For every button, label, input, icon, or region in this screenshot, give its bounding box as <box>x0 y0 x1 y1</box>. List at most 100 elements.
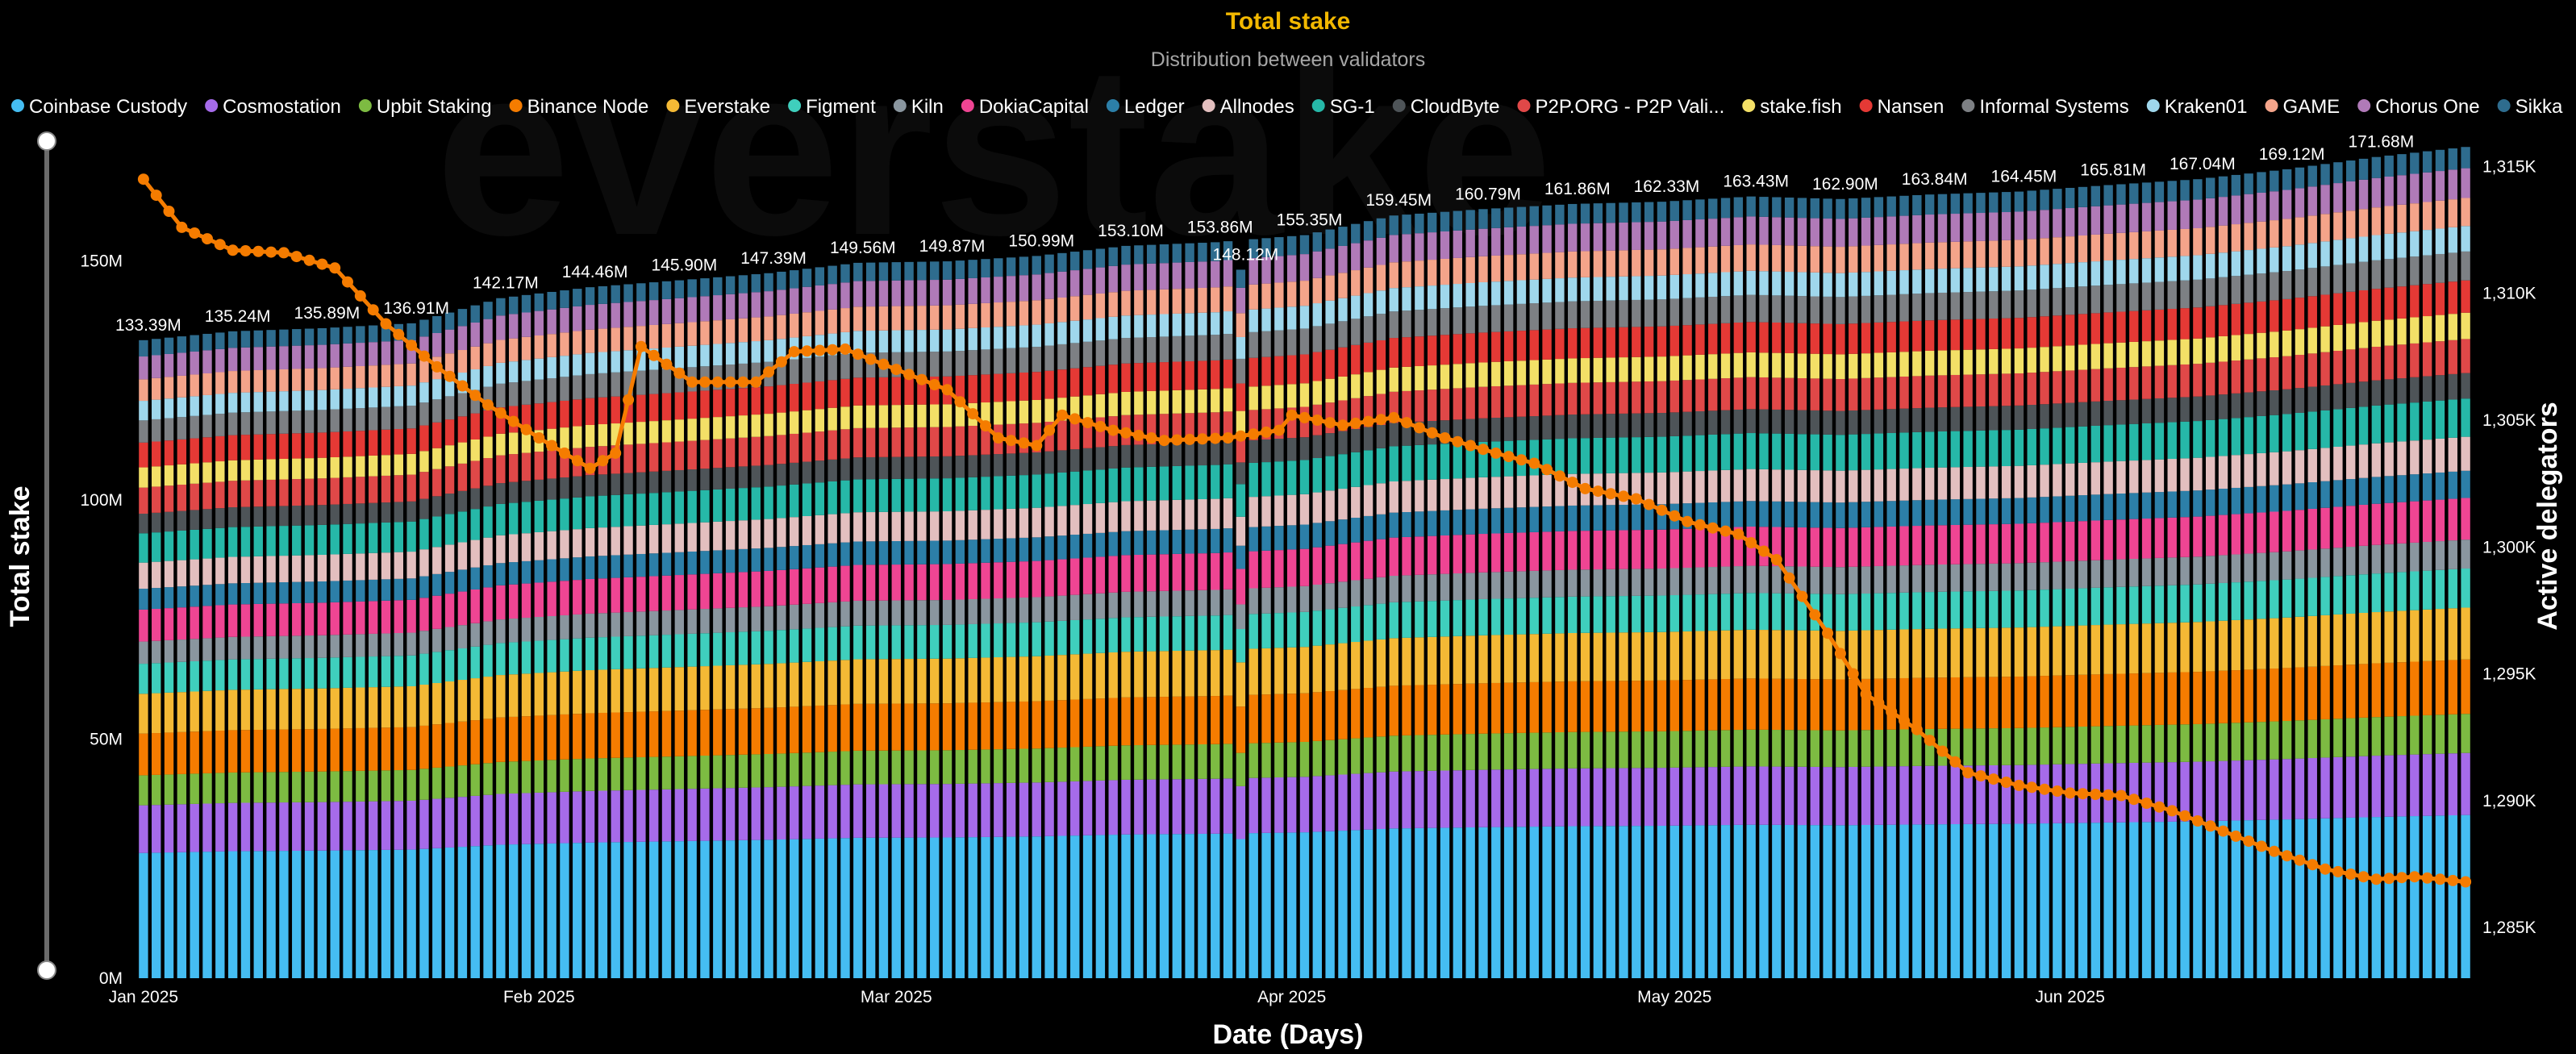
bar-segment-game <box>2307 215 2317 244</box>
bar-segment-informal-systems <box>1784 295 1794 323</box>
bar-segment-cloudbyte <box>1274 439 1284 462</box>
bar-segment-p2p-org-p2p-vali- <box>2014 373 2024 406</box>
bar-segment-coinbase-custody <box>2295 819 2305 978</box>
bar-segment-nansen <box>470 413 480 440</box>
bar-segment-binance-node <box>713 709 723 756</box>
bar-segment-cosmostation <box>1963 765 1973 824</box>
bar-segment-cosmostation <box>1874 766 1884 825</box>
bar-segment-kiln <box>1619 569 1628 597</box>
bar-segment-dokiacapital <box>457 591 468 626</box>
active-delegators-point <box>890 364 902 376</box>
bar-segment-informal-systems <box>1236 358 1246 384</box>
bar-segment-p2p-org-p2p-vali- <box>1402 390 1411 423</box>
bar-segment-kiln <box>827 602 837 627</box>
bar-segment-kiln <box>368 633 378 657</box>
bar-segment-nansen <box>2320 294 2330 327</box>
bar-segment-upbit-staking <box>343 771 352 802</box>
bar-segment-stake-fish <box>1019 400 1029 424</box>
bar-segment-cloudbyte <box>1465 419 1475 443</box>
bar-segment-game <box>1006 302 1016 327</box>
bar-segment-sg-1 <box>227 527 238 557</box>
bar-segment-sg-1 <box>1032 474 1041 508</box>
bar-segment-nansen <box>2371 289 2382 321</box>
range-slider-bottom-handle[interactable] <box>37 960 56 980</box>
bar-segment-game <box>1555 252 1565 279</box>
bar-segment-nansen <box>2206 306 2215 338</box>
bar-segment-informal-systems <box>2154 281 2165 310</box>
bar-segment-binance-node <box>1440 684 1450 735</box>
bar-segment-upbit-staking <box>1695 730 1705 768</box>
bar-segment-kiln <box>1057 595 1067 621</box>
bar-segment-informal-systems <box>865 352 876 378</box>
bar-segment-upbit-staking <box>521 760 531 794</box>
bar-segment-cosmostation <box>1019 782 1029 837</box>
bar-segment-dokiacapital <box>1172 553 1182 591</box>
active-delegators-point <box>1248 428 1260 440</box>
bar-segment-kraken01 <box>1963 268 1973 293</box>
bar-segment-p2p-org-p2p-vali- <box>725 438 736 468</box>
bar-segment-coinbase-custody <box>1593 826 1603 978</box>
bar-segment-ledger <box>1236 545 1246 569</box>
bar-segment-figment <box>2384 573 2394 612</box>
bar-segment-kiln <box>1989 563 1999 591</box>
bar-segment-allnodes <box>1772 469 1782 502</box>
bar-segment-upbit-staking <box>573 759 582 792</box>
bar-segment-chorus-one <box>1924 215 1935 243</box>
bar-segment-sikka <box>1223 241 1233 260</box>
bar-segment-sikka <box>1759 197 1769 217</box>
active-delegators-point <box>240 245 252 256</box>
bar-segment-everstake <box>930 658 940 704</box>
bar-segment-informal-systems <box>2320 266 2330 295</box>
range-slider[interactable] <box>37 131 56 980</box>
bar-segment-stake-fish <box>636 422 646 444</box>
bar-segment-kiln <box>1274 587 1284 614</box>
bar-segment-p2p-org-p2p-vali- <box>1937 375 1948 408</box>
bar-segment-sg-1 <box>1606 437 1615 473</box>
bar-segment-sikka <box>1261 238 1271 257</box>
bar-segment-p2p-org-p2p-vali- <box>1185 413 1194 444</box>
bar-segment-cosmostation <box>356 801 365 851</box>
bar-segment-nansen <box>1299 354 1310 384</box>
bar-segment-nansen <box>1146 362 1157 391</box>
bar-segment-sg-1 <box>2435 400 2445 439</box>
bar-segment-cosmostation <box>1912 765 1922 825</box>
bar-segment-kraken01 <box>1070 320 1080 344</box>
bar-segment-sikka <box>1044 254 1054 273</box>
bar-segment-sg-1 <box>2065 427 2075 464</box>
active-delegators-point <box>2013 779 2025 791</box>
bar-segment-stake-fish <box>547 428 556 451</box>
bar-segment-stake-fish <box>1657 356 1667 381</box>
bar-segment-game <box>1095 293 1106 319</box>
bar-segment-game <box>2027 239 2036 266</box>
bar-segment-allnodes <box>2333 446 2343 481</box>
bar-segment-game <box>1529 253 1539 280</box>
active-delegators-point <box>2051 785 2063 797</box>
bar-segment-cosmostation <box>292 802 302 851</box>
bar-segment-stake-fish <box>1516 360 1527 385</box>
bar-segment-ledger <box>1695 502 1705 529</box>
bar-segment-cosmostation <box>177 804 187 852</box>
bar-segment-sikka <box>190 335 199 352</box>
active-delegators-point <box>1286 409 1298 421</box>
bar-segment-coinbase-custody <box>2461 814 2470 978</box>
bar-segment-ledger <box>2129 493 2139 519</box>
bar-segment-coinbase-custody <box>2231 820 2241 978</box>
bar-segment-p2p-org-p2p-vali- <box>1759 377 1769 410</box>
bar-segment-figment <box>1006 623 1016 657</box>
bar-segment-everstake <box>1389 638 1398 686</box>
bar-segment-everstake <box>470 678 480 721</box>
bar-segment-kiln <box>1172 590 1182 617</box>
range-slider-top-handle[interactable] <box>37 131 56 151</box>
bar-segment-sg-1 <box>2078 426 2088 463</box>
bar-segment-game <box>343 366 352 390</box>
bar-segment-nansen <box>1861 323 1871 354</box>
bar-segment-figment <box>2078 588 2088 626</box>
bar-segment-upbit-staking <box>394 770 403 802</box>
bar-segment-cloudbyte <box>751 465 761 488</box>
bar-segment-cosmostation <box>585 790 595 843</box>
bar-segment-sg-1 <box>343 523 352 554</box>
legend-label: Binance Node <box>527 96 649 118</box>
active-delegators-point <box>469 390 481 402</box>
bar-segment-sg-1 <box>585 496 595 528</box>
bar-segment-cloudbyte <box>1644 413 1654 437</box>
